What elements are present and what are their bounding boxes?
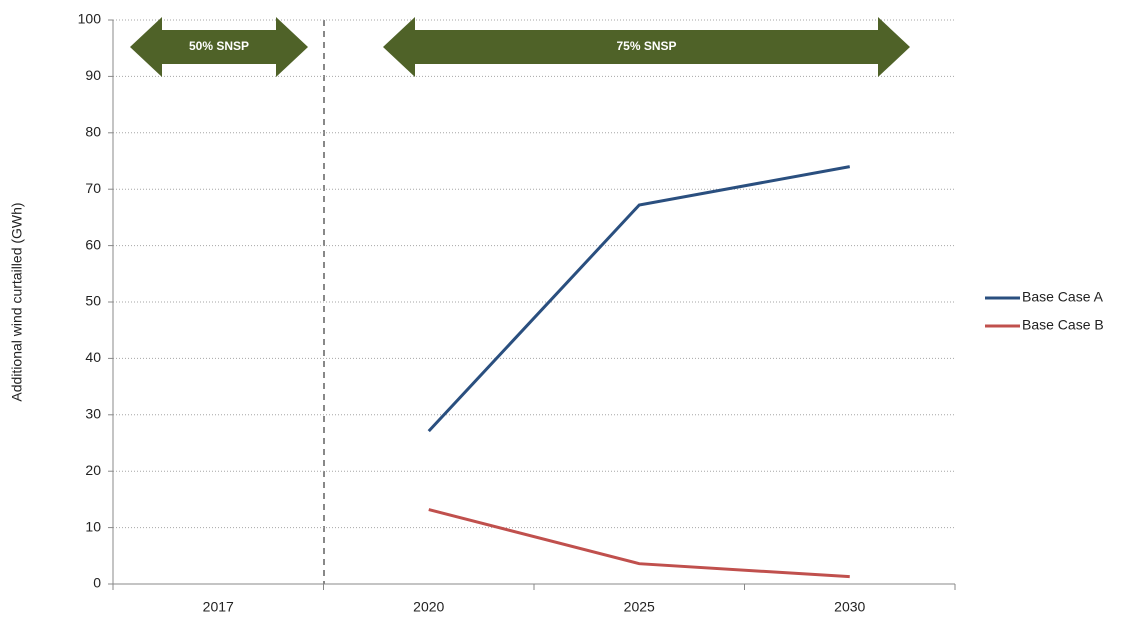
series-line (427, 165, 851, 433)
y-tick-label: 70 (85, 180, 101, 196)
y-tick-label: 90 (85, 67, 101, 83)
x-tick-label: 2017 (203, 599, 234, 615)
y-tick-label: 20 (85, 462, 101, 478)
y-axis-label: Additional wind curtailled (GWh) (9, 202, 25, 401)
y-tick-label: 60 (85, 236, 101, 252)
y-tick-label: 40 (85, 349, 101, 365)
y-tick-label: 100 (78, 11, 102, 27)
y-tick-label: 80 (85, 124, 101, 140)
y-tick-label: 10 (85, 518, 101, 534)
x-tick-label: 2030 (834, 599, 865, 615)
y-tick-label: 50 (85, 293, 101, 309)
legend-label: Base Case A (1022, 289, 1104, 305)
phase-arrow (130, 17, 308, 77)
phase-label: 50% SNSP (189, 39, 249, 53)
phase-arrow (383, 17, 910, 77)
y-tick-label: 30 (85, 406, 101, 422)
series-line (428, 508, 850, 579)
x-tick-label: 2025 (624, 599, 655, 615)
x-tick-label: 2020 (413, 599, 444, 615)
legend-label: Base Case B (1022, 317, 1104, 333)
phase-label: 75% SNSP (616, 39, 676, 53)
y-tick-label: 0 (93, 575, 101, 591)
